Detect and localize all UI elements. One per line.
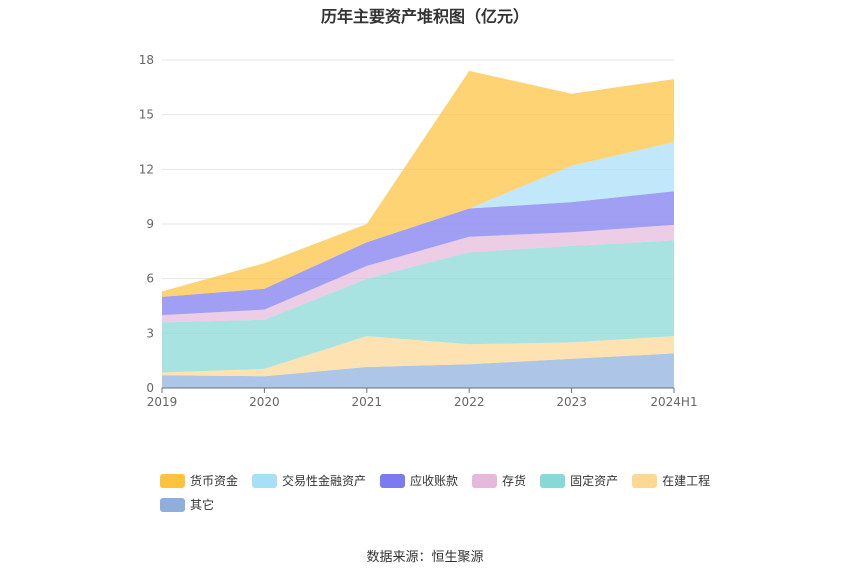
legend-item[interactable]: 其它 xyxy=(160,496,214,513)
legend-swatch xyxy=(160,497,185,512)
y-tick-label: 6 xyxy=(146,272,154,286)
y-tick-label: 9 xyxy=(146,217,154,231)
legend-label: 存货 xyxy=(502,474,527,488)
source-note: 数据来源：恒生聚源 xyxy=(366,550,484,565)
area-series-4 xyxy=(162,191,674,316)
area-series-1 xyxy=(162,336,674,377)
area-series-2 xyxy=(162,240,674,373)
legend-swatch xyxy=(472,473,498,488)
legend-item[interactable]: 固定资产 xyxy=(540,472,618,489)
legend-item[interactable]: 交易性金融资产 xyxy=(252,472,366,489)
y-tick-label: 3 xyxy=(146,326,154,340)
y-tick-label: 15 xyxy=(139,108,154,122)
area-series xyxy=(162,70,674,388)
legend: 货币资金 交易性金融资产 应收账款 存货 固定资产 在建工程其它 xyxy=(160,472,740,513)
legend-label: 交易性金融资产 xyxy=(282,474,367,488)
axes: 0 3 6 9 12 15 18 2019 2020 2021 2022 2023 2024H1 xyxy=(139,53,698,409)
legend-item[interactable]: 应收账款 xyxy=(380,472,458,489)
legend-swatch xyxy=(252,473,278,488)
area-series-0 xyxy=(162,353,674,388)
legend-label: 其它 xyxy=(190,498,215,512)
x-tick-label: 2020 xyxy=(249,395,280,409)
legend-item[interactable]: 在建工程 xyxy=(632,472,710,489)
x-tick-label: 2021 xyxy=(352,395,383,409)
x-tick-label: 2024H1 xyxy=(650,395,697,409)
legend-label: 货币资金 xyxy=(190,474,239,488)
chart-title: 历年主要资产堆积图（亿元） xyxy=(320,7,529,26)
area-series-6 xyxy=(162,70,674,297)
x-tick-label: 2022 xyxy=(454,395,485,409)
legend-label: 固定资产 xyxy=(570,474,619,488)
legend-label: 在建工程 xyxy=(662,474,711,488)
y-tick-label: 18 xyxy=(139,53,154,67)
y-tick-label: 12 xyxy=(139,162,154,176)
x-tick-label: 2023 xyxy=(556,395,587,409)
legend-item[interactable]: 货币资金 xyxy=(160,472,238,489)
legend-item[interactable]: 存货 xyxy=(472,472,526,489)
y-tick-label: 0 xyxy=(146,381,154,395)
legend-swatch xyxy=(160,473,185,488)
x-tick-label: 2019 xyxy=(147,395,178,409)
area-series-3 xyxy=(162,224,674,323)
area-series-5 xyxy=(162,142,674,297)
legend-swatch xyxy=(540,473,566,488)
legend-swatch xyxy=(380,473,406,488)
legend-swatch xyxy=(632,473,658,488)
legend-label: 应收账款 xyxy=(410,474,459,488)
